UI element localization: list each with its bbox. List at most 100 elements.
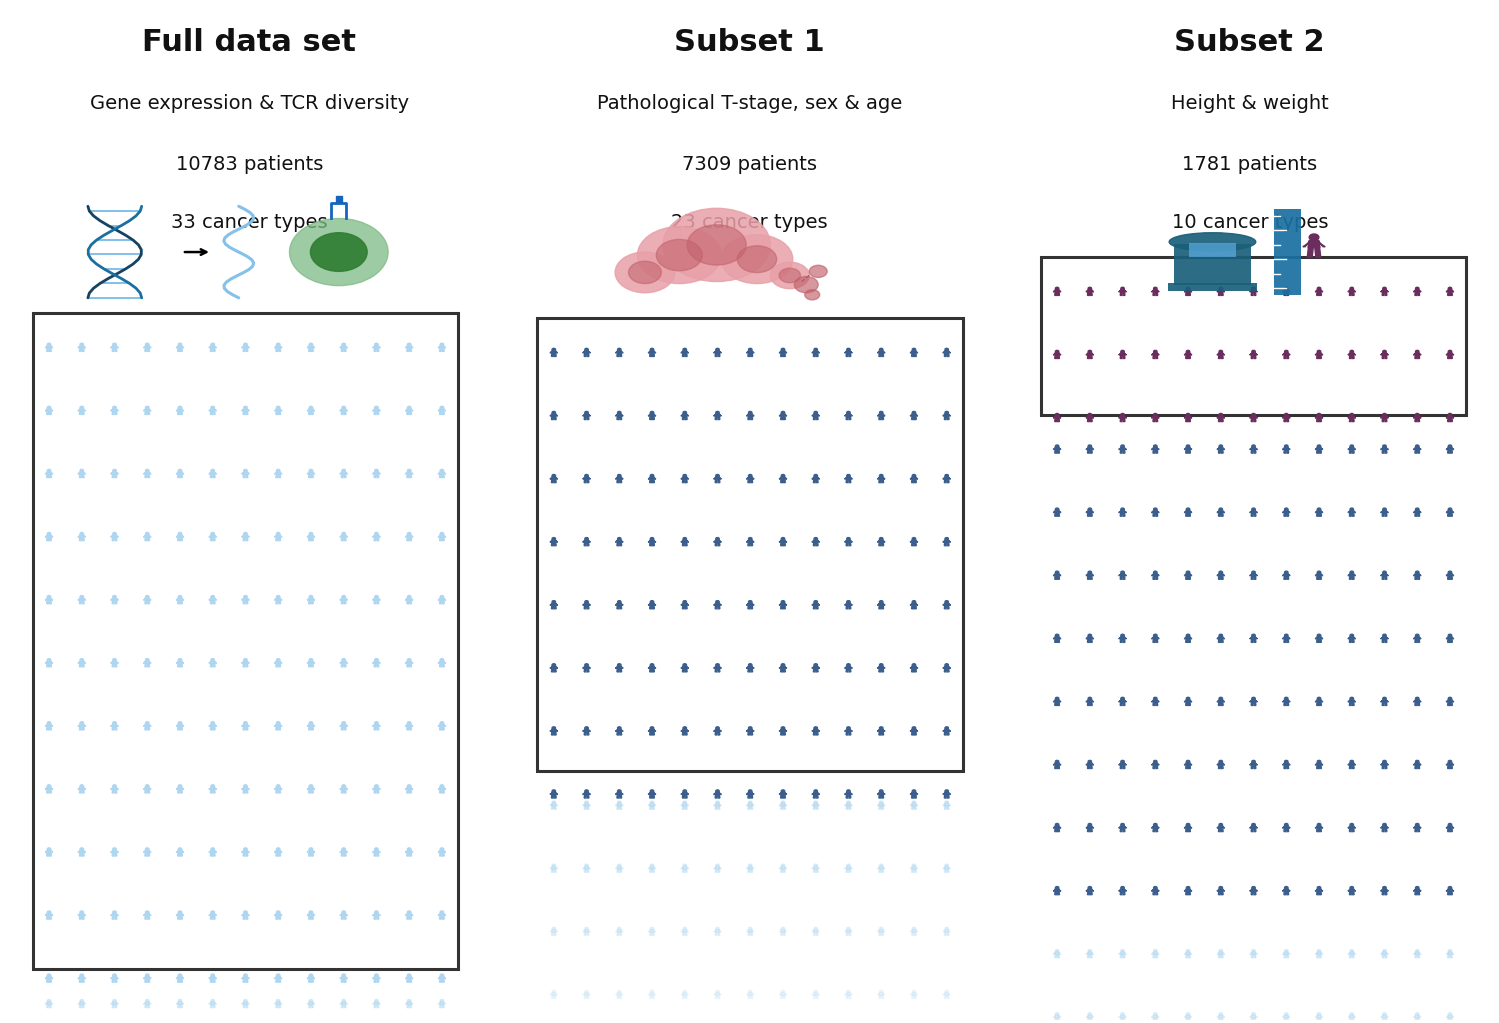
Polygon shape xyxy=(1450,292,1453,296)
Polygon shape xyxy=(375,601,376,604)
Polygon shape xyxy=(1157,700,1159,702)
Polygon shape xyxy=(916,804,917,805)
Polygon shape xyxy=(208,598,211,601)
Circle shape xyxy=(717,864,720,866)
Polygon shape xyxy=(847,540,850,542)
Polygon shape xyxy=(1057,513,1060,517)
Polygon shape xyxy=(1385,765,1387,768)
Circle shape xyxy=(1318,350,1321,353)
Polygon shape xyxy=(1222,1018,1223,1021)
Polygon shape xyxy=(916,930,917,932)
Polygon shape xyxy=(345,977,348,979)
Polygon shape xyxy=(1120,447,1124,450)
Polygon shape xyxy=(375,726,376,729)
Polygon shape xyxy=(345,850,348,852)
Polygon shape xyxy=(585,869,586,873)
Polygon shape xyxy=(1319,576,1322,579)
Polygon shape xyxy=(1223,416,1225,418)
Polygon shape xyxy=(550,351,552,353)
Polygon shape xyxy=(881,668,883,672)
Polygon shape xyxy=(910,993,913,994)
Polygon shape xyxy=(682,792,687,795)
Circle shape xyxy=(781,801,784,803)
Polygon shape xyxy=(1123,450,1124,453)
Circle shape xyxy=(1382,445,1387,447)
Circle shape xyxy=(1219,887,1223,889)
Polygon shape xyxy=(247,409,249,411)
Polygon shape xyxy=(46,346,51,348)
Polygon shape xyxy=(144,788,145,790)
Circle shape xyxy=(781,990,784,992)
Polygon shape xyxy=(585,932,586,935)
Polygon shape xyxy=(1217,353,1219,355)
Polygon shape xyxy=(911,729,916,731)
Polygon shape xyxy=(1448,290,1453,292)
Polygon shape xyxy=(552,795,553,798)
Polygon shape xyxy=(181,977,184,979)
Polygon shape xyxy=(556,993,558,994)
Polygon shape xyxy=(619,731,622,735)
Polygon shape xyxy=(1316,355,1319,358)
Polygon shape xyxy=(1285,510,1288,513)
Polygon shape xyxy=(82,537,84,540)
Polygon shape xyxy=(112,348,114,351)
Polygon shape xyxy=(1385,954,1387,958)
Polygon shape xyxy=(312,474,313,478)
Polygon shape xyxy=(444,1003,445,1004)
Polygon shape xyxy=(748,668,750,672)
Polygon shape xyxy=(588,866,591,869)
Polygon shape xyxy=(1120,702,1123,706)
Polygon shape xyxy=(1153,576,1156,579)
Polygon shape xyxy=(1120,700,1124,702)
Polygon shape xyxy=(752,866,754,869)
Polygon shape xyxy=(555,668,556,672)
Polygon shape xyxy=(814,869,815,873)
Circle shape xyxy=(1382,698,1387,700)
Polygon shape xyxy=(748,995,750,998)
Polygon shape xyxy=(682,603,687,606)
Circle shape xyxy=(342,595,345,597)
Polygon shape xyxy=(243,1005,246,1008)
Polygon shape xyxy=(276,411,277,414)
Polygon shape xyxy=(372,409,375,411)
Polygon shape xyxy=(812,351,814,353)
Circle shape xyxy=(1252,1013,1255,1015)
Polygon shape xyxy=(1252,447,1256,450)
Polygon shape xyxy=(280,598,282,601)
Polygon shape xyxy=(1319,241,1325,247)
Polygon shape xyxy=(715,995,717,998)
Polygon shape xyxy=(1315,826,1318,828)
Polygon shape xyxy=(881,995,883,998)
Circle shape xyxy=(684,990,687,992)
Polygon shape xyxy=(1418,639,1420,642)
Polygon shape xyxy=(246,916,247,919)
Polygon shape xyxy=(784,795,785,798)
Circle shape xyxy=(112,344,117,346)
Polygon shape xyxy=(1054,700,1055,702)
Polygon shape xyxy=(1123,513,1124,517)
Polygon shape xyxy=(1319,450,1322,453)
Polygon shape xyxy=(405,850,408,852)
Polygon shape xyxy=(781,416,782,419)
Polygon shape xyxy=(850,540,853,542)
Circle shape xyxy=(880,801,883,803)
Polygon shape xyxy=(1448,636,1453,639)
Polygon shape xyxy=(378,1003,381,1004)
Polygon shape xyxy=(718,995,720,998)
Polygon shape xyxy=(814,806,815,809)
Polygon shape xyxy=(914,795,916,798)
Polygon shape xyxy=(309,787,313,790)
Polygon shape xyxy=(1253,355,1256,358)
Polygon shape xyxy=(654,666,657,668)
Polygon shape xyxy=(751,731,752,735)
Circle shape xyxy=(48,659,51,661)
Polygon shape xyxy=(1120,829,1123,832)
Polygon shape xyxy=(883,993,884,994)
Polygon shape xyxy=(1255,763,1258,765)
Polygon shape xyxy=(814,603,818,606)
Polygon shape xyxy=(1447,510,1448,513)
Polygon shape xyxy=(586,542,589,545)
Polygon shape xyxy=(210,411,213,414)
Polygon shape xyxy=(375,724,379,726)
Polygon shape xyxy=(1118,700,1121,702)
